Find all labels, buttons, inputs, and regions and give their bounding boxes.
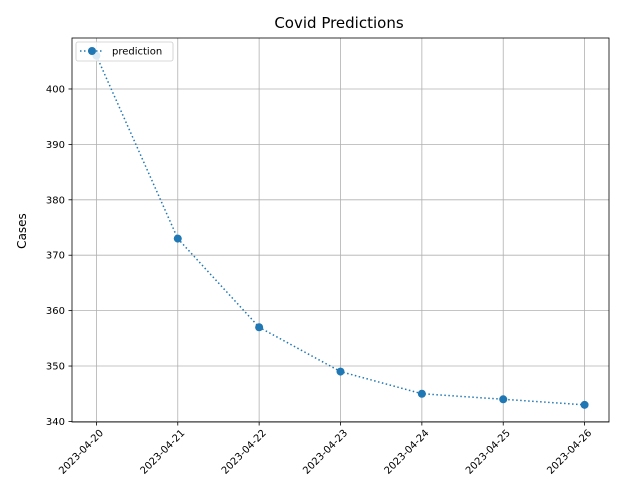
x-tick-label: 2023-04-23 (301, 428, 350, 477)
y-tick-label: 400 (46, 84, 65, 95)
data-point (499, 395, 508, 404)
y-axis-label: Cases (15, 213, 29, 249)
x-tick-label: 2023-04-20 (57, 428, 106, 477)
legend-marker-prediction (88, 47, 96, 55)
legend: prediction (75, 41, 174, 62)
y-tick-label: 390 (46, 140, 65, 151)
x-tick-label: 2023-04-22 (220, 428, 269, 477)
legend-label-prediction: prediction (112, 47, 162, 58)
chart-title: Covid Predictions (274, 14, 404, 32)
data-point (255, 323, 264, 332)
y-tick-label: 350 (46, 362, 65, 373)
y-tick-label: 340 (46, 417, 65, 428)
legend-box (75, 41, 174, 62)
y-tick-label: 370 (46, 251, 65, 262)
y-tick-label: 380 (46, 195, 65, 206)
data-point (417, 389, 426, 398)
grid (72, 38, 609, 422)
data-point (173, 234, 182, 243)
x-tick-label: 2023-04-21 (139, 428, 188, 477)
x-tick-label: 2023-04-25 (464, 428, 513, 477)
plot-area-frame (71, 37, 610, 423)
data-point (580, 400, 589, 409)
x-axis-ticks: 2023-04-20 2023-04-21 2023-04-22 2023-04-23… (57, 422, 594, 477)
data-point (336, 367, 345, 376)
x-tick-label: 2023-04-24 (383, 428, 432, 477)
y-tick-label: 360 (46, 306, 65, 317)
x-tick-label: 2023-04-26 (545, 428, 594, 477)
y-axis-ticks: 340 350 360 370 380 390 400 (46, 84, 72, 428)
